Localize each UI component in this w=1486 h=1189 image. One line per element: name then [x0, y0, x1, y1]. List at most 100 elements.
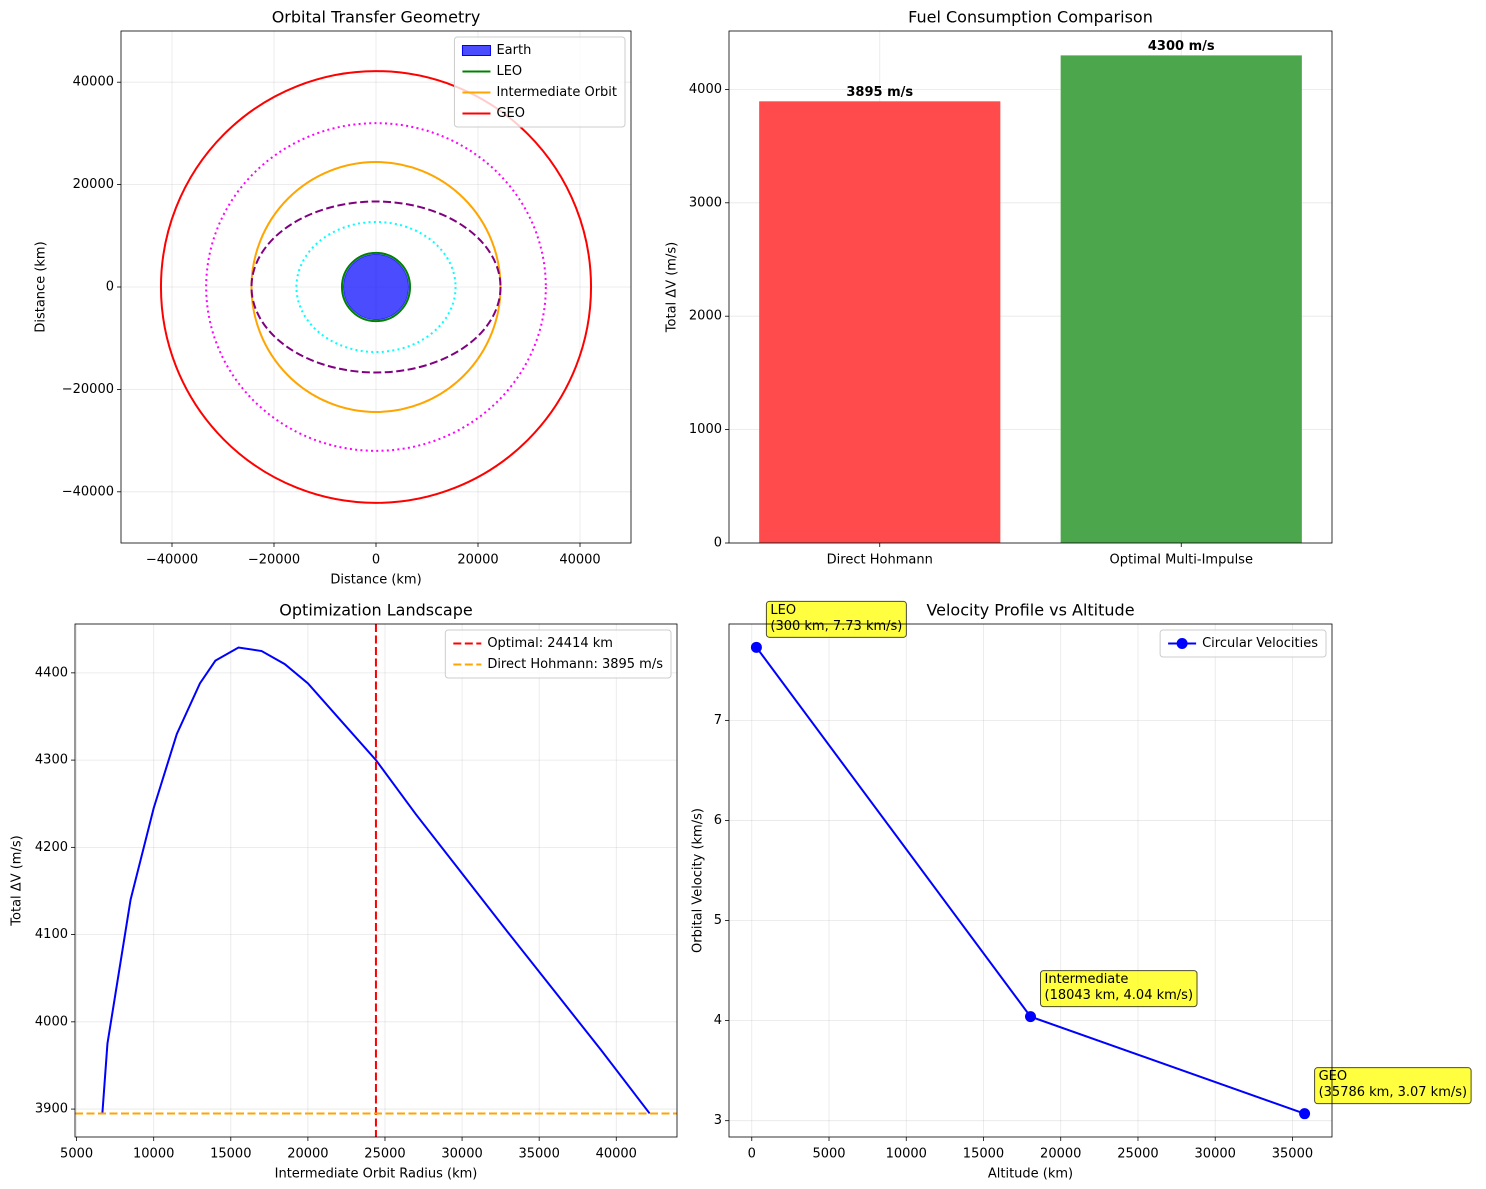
- y-tick-label: 40000: [73, 75, 114, 90]
- x-tick-label: 5000: [60, 1147, 93, 1162]
- y-tick-label: 0: [714, 536, 722, 551]
- transfer-ellipse: [250, 200, 502, 374]
- bar: [759, 101, 1001, 543]
- y-tick-label: 6: [714, 813, 722, 828]
- legend-box: [453, 36, 626, 128]
- y-tick-label: −20000: [62, 382, 114, 397]
- y-tick-label: 4: [714, 1013, 722, 1028]
- y-tick-label: −40000: [62, 484, 114, 499]
- x-tick-label: 30000: [441, 1147, 482, 1162]
- legend-swatch: [461, 45, 491, 56]
- x-axis-label: Altitude (km): [988, 1167, 1073, 1182]
- x-tick-label: 35000: [518, 1147, 559, 1162]
- transfer-ellipse: [295, 220, 457, 354]
- x-tick-label: 40000: [559, 553, 600, 568]
- legend-label: Intermediate Orbit: [496, 85, 617, 100]
- y-tick-label: 4400: [35, 665, 68, 680]
- chart-title: Orbital Transfer Geometry: [272, 8, 481, 27]
- y-axis-label: Distance (km): [34, 241, 49, 332]
- data-point: [1025, 1011, 1036, 1023]
- bar: [1060, 55, 1302, 543]
- y-tick-label: 1000: [689, 422, 722, 437]
- legend: Circular Velocities: [1159, 629, 1327, 658]
- data-point: [750, 641, 762, 653]
- y-tick-label: 4300: [35, 753, 68, 768]
- annotation-text: Intermediate: [1045, 972, 1129, 987]
- annotation-text: GEO: [1319, 1069, 1348, 1084]
- y-tick-label: 3000: [689, 195, 722, 210]
- legend-marker: [1176, 638, 1188, 649]
- x-tick-label: 0: [748, 1147, 756, 1162]
- legend-label: Direct Hohmann: 3895 m/s: [487, 657, 663, 672]
- chart-title: Optimization Landscape: [279, 601, 472, 620]
- legend: Earth LEO Intermediate Orbit GEO: [453, 36, 626, 128]
- y-tick-label: 4000: [35, 1014, 68, 1029]
- legend-label: Earth: [496, 43, 531, 58]
- legend: Optimal: 24414 km Direct Hohmann: 3895 m/…: [444, 629, 672, 679]
- legend-label: GEO: [496, 106, 525, 121]
- y-tick-label: 3900: [35, 1102, 68, 1117]
- y-axis-label: Total ΔV (m/s): [665, 242, 680, 333]
- y-tick-label: 0: [106, 280, 114, 295]
- annotation-box: [1314, 1067, 1472, 1105]
- annotation-box: [1040, 970, 1198, 1008]
- axes-frame: [728, 623, 1333, 1138]
- annotation: LEO(300 km, 7.73 km/s): [765, 600, 907, 638]
- annotation-box: [765, 600, 907, 638]
- annotation-text: (35786 km, 3.07 km/s): [1319, 1085, 1468, 1100]
- annotation: GEO(35786 km, 3.07 km/s): [1314, 1067, 1472, 1105]
- legend-box: [1159, 629, 1327, 658]
- transfer-ellipse: [205, 122, 547, 452]
- x-axis-label: Distance (km): [330, 573, 421, 588]
- annotation-text: (18043 km, 4.04 km/s): [1045, 988, 1194, 1003]
- data-point: [1299, 1108, 1311, 1120]
- x-tick-label: 35000: [1272, 1147, 1313, 1162]
- orbit-circle: [159, 70, 593, 504]
- x-tick-label: 20000: [287, 1147, 328, 1162]
- x-tick-label: 20000: [457, 553, 498, 568]
- y-tick-label: 2000: [689, 309, 722, 324]
- x-tick-label: 30000: [1195, 1147, 1236, 1162]
- bar-value-label: 4300 m/s: [1148, 39, 1215, 54]
- y-tick-label: 7: [714, 713, 722, 728]
- y-tick-label: 4000: [689, 82, 722, 97]
- x-tick-label: −20000: [248, 553, 300, 568]
- data-line: [101, 646, 651, 1115]
- chart-title: Velocity Profile vs Altitude: [926, 601, 1134, 620]
- x-tick-label: Direct Hohmann: [827, 553, 933, 568]
- annotation-text: (300 km, 7.73 km/s): [770, 619, 902, 634]
- x-tick-label: 15000: [963, 1147, 1004, 1162]
- annotation: Intermediate(18043 km, 4.04 km/s): [1040, 970, 1198, 1008]
- y-tick-label: 4200: [35, 840, 68, 855]
- orbit-circle: [343, 253, 409, 321]
- data-line: [755, 646, 1305, 1115]
- x-tick-label: 40000: [596, 1147, 637, 1162]
- axes-frame: [728, 30, 1333, 544]
- bar-value-label: 3895 m/s: [846, 85, 913, 100]
- chart-title: Fuel Consumption Comparison: [908, 8, 1153, 27]
- x-tick-label: 25000: [1117, 1147, 1158, 1162]
- annotation-text: LEO: [770, 603, 796, 618]
- x-tick-label: 0: [372, 553, 380, 568]
- y-tick-label: 3: [714, 1113, 722, 1128]
- x-tick-label: 10000: [886, 1147, 927, 1162]
- axes-frame: [74, 623, 678, 1138]
- x-tick-label: Optimal Multi-Impulse: [1110, 553, 1253, 568]
- x-tick-label: 5000: [812, 1147, 845, 1162]
- legend-label: LEO: [496, 64, 522, 79]
- y-tick-label: 20000: [73, 177, 114, 192]
- y-tick-label: 4100: [35, 927, 68, 942]
- x-tick-label: 20000: [1040, 1147, 1081, 1162]
- y-axis-label: Orbital Velocity (km/s): [691, 808, 706, 953]
- legend-label: Circular Velocities: [1202, 636, 1318, 651]
- orbit-circle: [340, 251, 412, 323]
- x-tick-label: −40000: [146, 553, 198, 568]
- legend-label: Optimal: 24414 km: [487, 636, 613, 651]
- legend-box: [444, 629, 672, 679]
- x-tick-label: 25000: [364, 1147, 405, 1162]
- x-axis-label: Intermediate Orbit Radius (km): [275, 1167, 478, 1182]
- x-tick-label: 10000: [133, 1147, 174, 1162]
- y-tick-label: 5: [714, 913, 722, 928]
- x-tick-label: 15000: [210, 1147, 251, 1162]
